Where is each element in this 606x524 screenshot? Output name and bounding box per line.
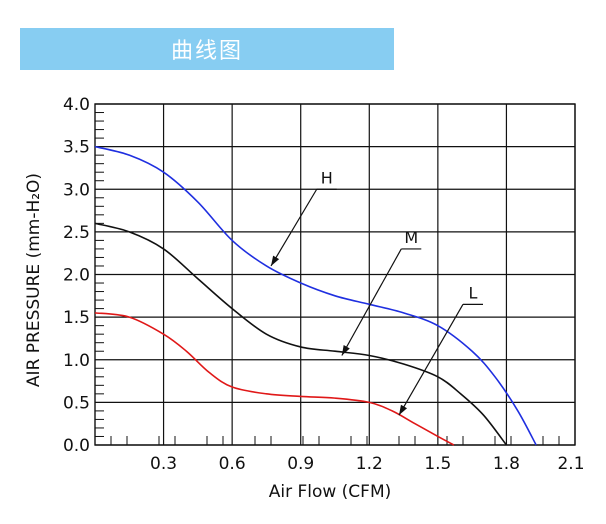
y-tick-label: 1.0: [63, 351, 90, 371]
leader-arrowhead: [341, 345, 350, 356]
x-tick-label: 1.2: [356, 454, 383, 474]
chart-title: 曲线图: [170, 39, 243, 64]
tick-labels: 0.3 0.6 0.9 1.2 1.5 1.8 2.1 0.0 0.5 1.0 1.5 2.0 2.5 3…: [63, 95, 585, 474]
y-tick-label: 0.5: [63, 393, 90, 413]
curve-label-h: H: [321, 168, 333, 187]
leader-arrowhead: [271, 255, 280, 266]
y-tick-label: 3.0: [63, 180, 90, 200]
leader-line: [270, 188, 318, 267]
y-tick-label: 4.0: [63, 95, 90, 115]
series-lines: [94, 145, 537, 446]
x-tick-label: 0.6: [219, 454, 246, 474]
y-tick-label: 1.5: [63, 308, 90, 328]
leader-line: [341, 248, 402, 356]
chart-title-banner: 曲线图: [20, 28, 394, 70]
y-tick-label: 2.5: [63, 223, 90, 243]
curve-label-l: L: [469, 283, 478, 302]
x-tick-label: 0.3: [150, 454, 177, 474]
series-line-m: [94, 222, 508, 446]
series-line-l: [94, 312, 455, 446]
series-line-h: [94, 145, 537, 446]
leader-line: [398, 304, 464, 416]
leader-arrowhead: [399, 404, 408, 416]
x-tick-label: 1.8: [493, 454, 520, 474]
x-tick-label: 2.1: [557, 454, 584, 474]
x-axis-title: Air Flow (CFM): [269, 482, 392, 502]
y-axis-title: AIR PRESSURE (mm-H₂O): [24, 173, 44, 387]
y-tick-label: 3.5: [63, 138, 90, 158]
x-tick-label: 1.5: [424, 454, 451, 474]
x-tick-label: 0.9: [287, 454, 314, 474]
curve-label-m: M: [404, 228, 418, 247]
grid: [94, 103, 576, 446]
y-tick-label: 0.0: [63, 436, 90, 456]
curve-labels: H M L: [270, 168, 483, 416]
y-tick-label: 2.0: [63, 266, 90, 286]
minor-ticks: [95, 112, 560, 445]
